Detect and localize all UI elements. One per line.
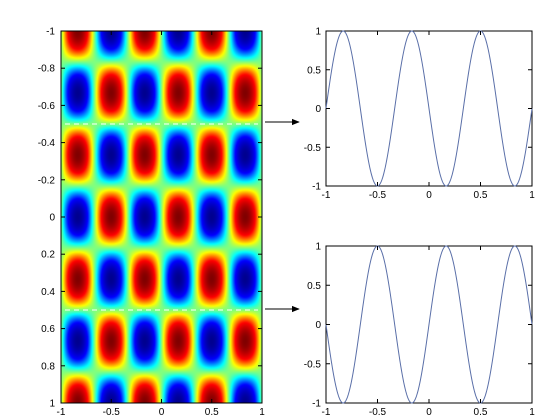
heatmap-y-tick-label: 0.6 — [41, 324, 55, 335]
line-plot-bottom-y-tick-label: 0 — [315, 320, 321, 331]
heatmap-y-tick-label: 1 — [49, 399, 55, 410]
heatmap-y-axis: -1 -0.8 -0.6 -0.4 -0.2 0 0.2 0.4 0.6 0.8 1 — [38, 27, 262, 410]
heatmap-y-tick-label: -0.2 — [38, 175, 56, 186]
heatmap-x-tick-label: -0.5 — [103, 407, 121, 417]
line-plot-top-y-tick-label: 0 — [315, 104, 321, 115]
line-plot-top-y-axis: 1 0.5 0 -0.5 -1 — [304, 27, 532, 193]
heatmap-image — [61, 31, 262, 403]
line-plot-top-x-axis: -1 -0.5 0 0.5 1 — [322, 31, 535, 201]
line-plot-bottom-x-tick-label: 0.5 — [474, 407, 488, 417]
line-plot-top-y-tick-label: 0.5 — [307, 65, 321, 76]
line-plot-top-y-tick-label: -0.5 — [304, 143, 322, 154]
heatmap-x-tick-label: 1 — [259, 407, 265, 417]
heatmap-y-tick-label: -0.4 — [38, 138, 56, 149]
line-plot-bottom-y-tick-label: -0.5 — [304, 359, 322, 370]
line-plot-top-y-tick-label: 1 — [315, 27, 321, 38]
line-plot-top-x-tick-label: 0.5 — [474, 190, 488, 201]
heatmap-y-tick-label: -0.8 — [38, 64, 56, 75]
line-plot-bottom-series — [325, 245, 533, 404]
heatmap-y-tick-label: -0.6 — [38, 101, 56, 112]
line-plot-bottom-x-axis: -1 -0.5 0 0.5 1 — [322, 246, 535, 417]
line-plot-top-y-tick-label: -1 — [312, 182, 321, 193]
line-plot-top-x-tick-label: -1 — [322, 190, 331, 201]
heatmap-x-tick-label: -1 — [57, 407, 66, 417]
line-plot-bottom-y-tick-label: 1 — [315, 242, 321, 253]
line-plot-top-x-tick-label: 1 — [529, 190, 535, 201]
line-plot-top-series — [325, 30, 533, 187]
line-plot-top-x-tick-label: -0.5 — [369, 190, 387, 201]
line-plot-bottom-x-tick-label: -0.5 — [369, 407, 387, 417]
heatmap-y-tick-label: 0 — [49, 213, 55, 224]
heatmap-x-axis: -1 -0.5 0 0.5 1 — [57, 31, 265, 417]
line-plot-bottom-x-tick-label: -1 — [322, 407, 331, 417]
line-plot-bottom-x-tick-label: 0 — [426, 407, 432, 417]
heatmap-x-tick-label: 0.5 — [205, 407, 219, 417]
heatmap-panel: -1 -0.5 0 0.5 1 -1 -0.8 -0.6 -0.4 -0.2 0 0.2 0.4 0.6… — [38, 27, 265, 417]
line-plot-top-x-tick-label: 0 — [426, 190, 432, 201]
line-plot-bottom-y-tick-label: -1 — [312, 399, 321, 410]
heatmap-y-tick-label: 0.2 — [41, 250, 55, 261]
heatmap-y-tick-label: 0.4 — [41, 287, 55, 298]
line-plot-bottom: -1 -0.5 0 0.5 1 1 0.5 0 -0.5 -1 — [304, 242, 535, 417]
heatmap-y-tick-label: -1 — [46, 27, 55, 38]
line-plot-bottom-y-axis: 1 0.5 0 -0.5 -1 — [304, 242, 532, 410]
line-plot-bottom-x-tick-label: 1 — [529, 407, 535, 417]
heatmap-x-tick-label: 0 — [159, 407, 165, 417]
line-plot-bottom-y-tick-label: 0.5 — [307, 281, 321, 292]
heatmap-y-tick-label: 0.8 — [41, 361, 55, 372]
line-plot-top: -1 -0.5 0 0.5 1 1 0.5 0 -0.5 -1 — [304, 27, 535, 202]
